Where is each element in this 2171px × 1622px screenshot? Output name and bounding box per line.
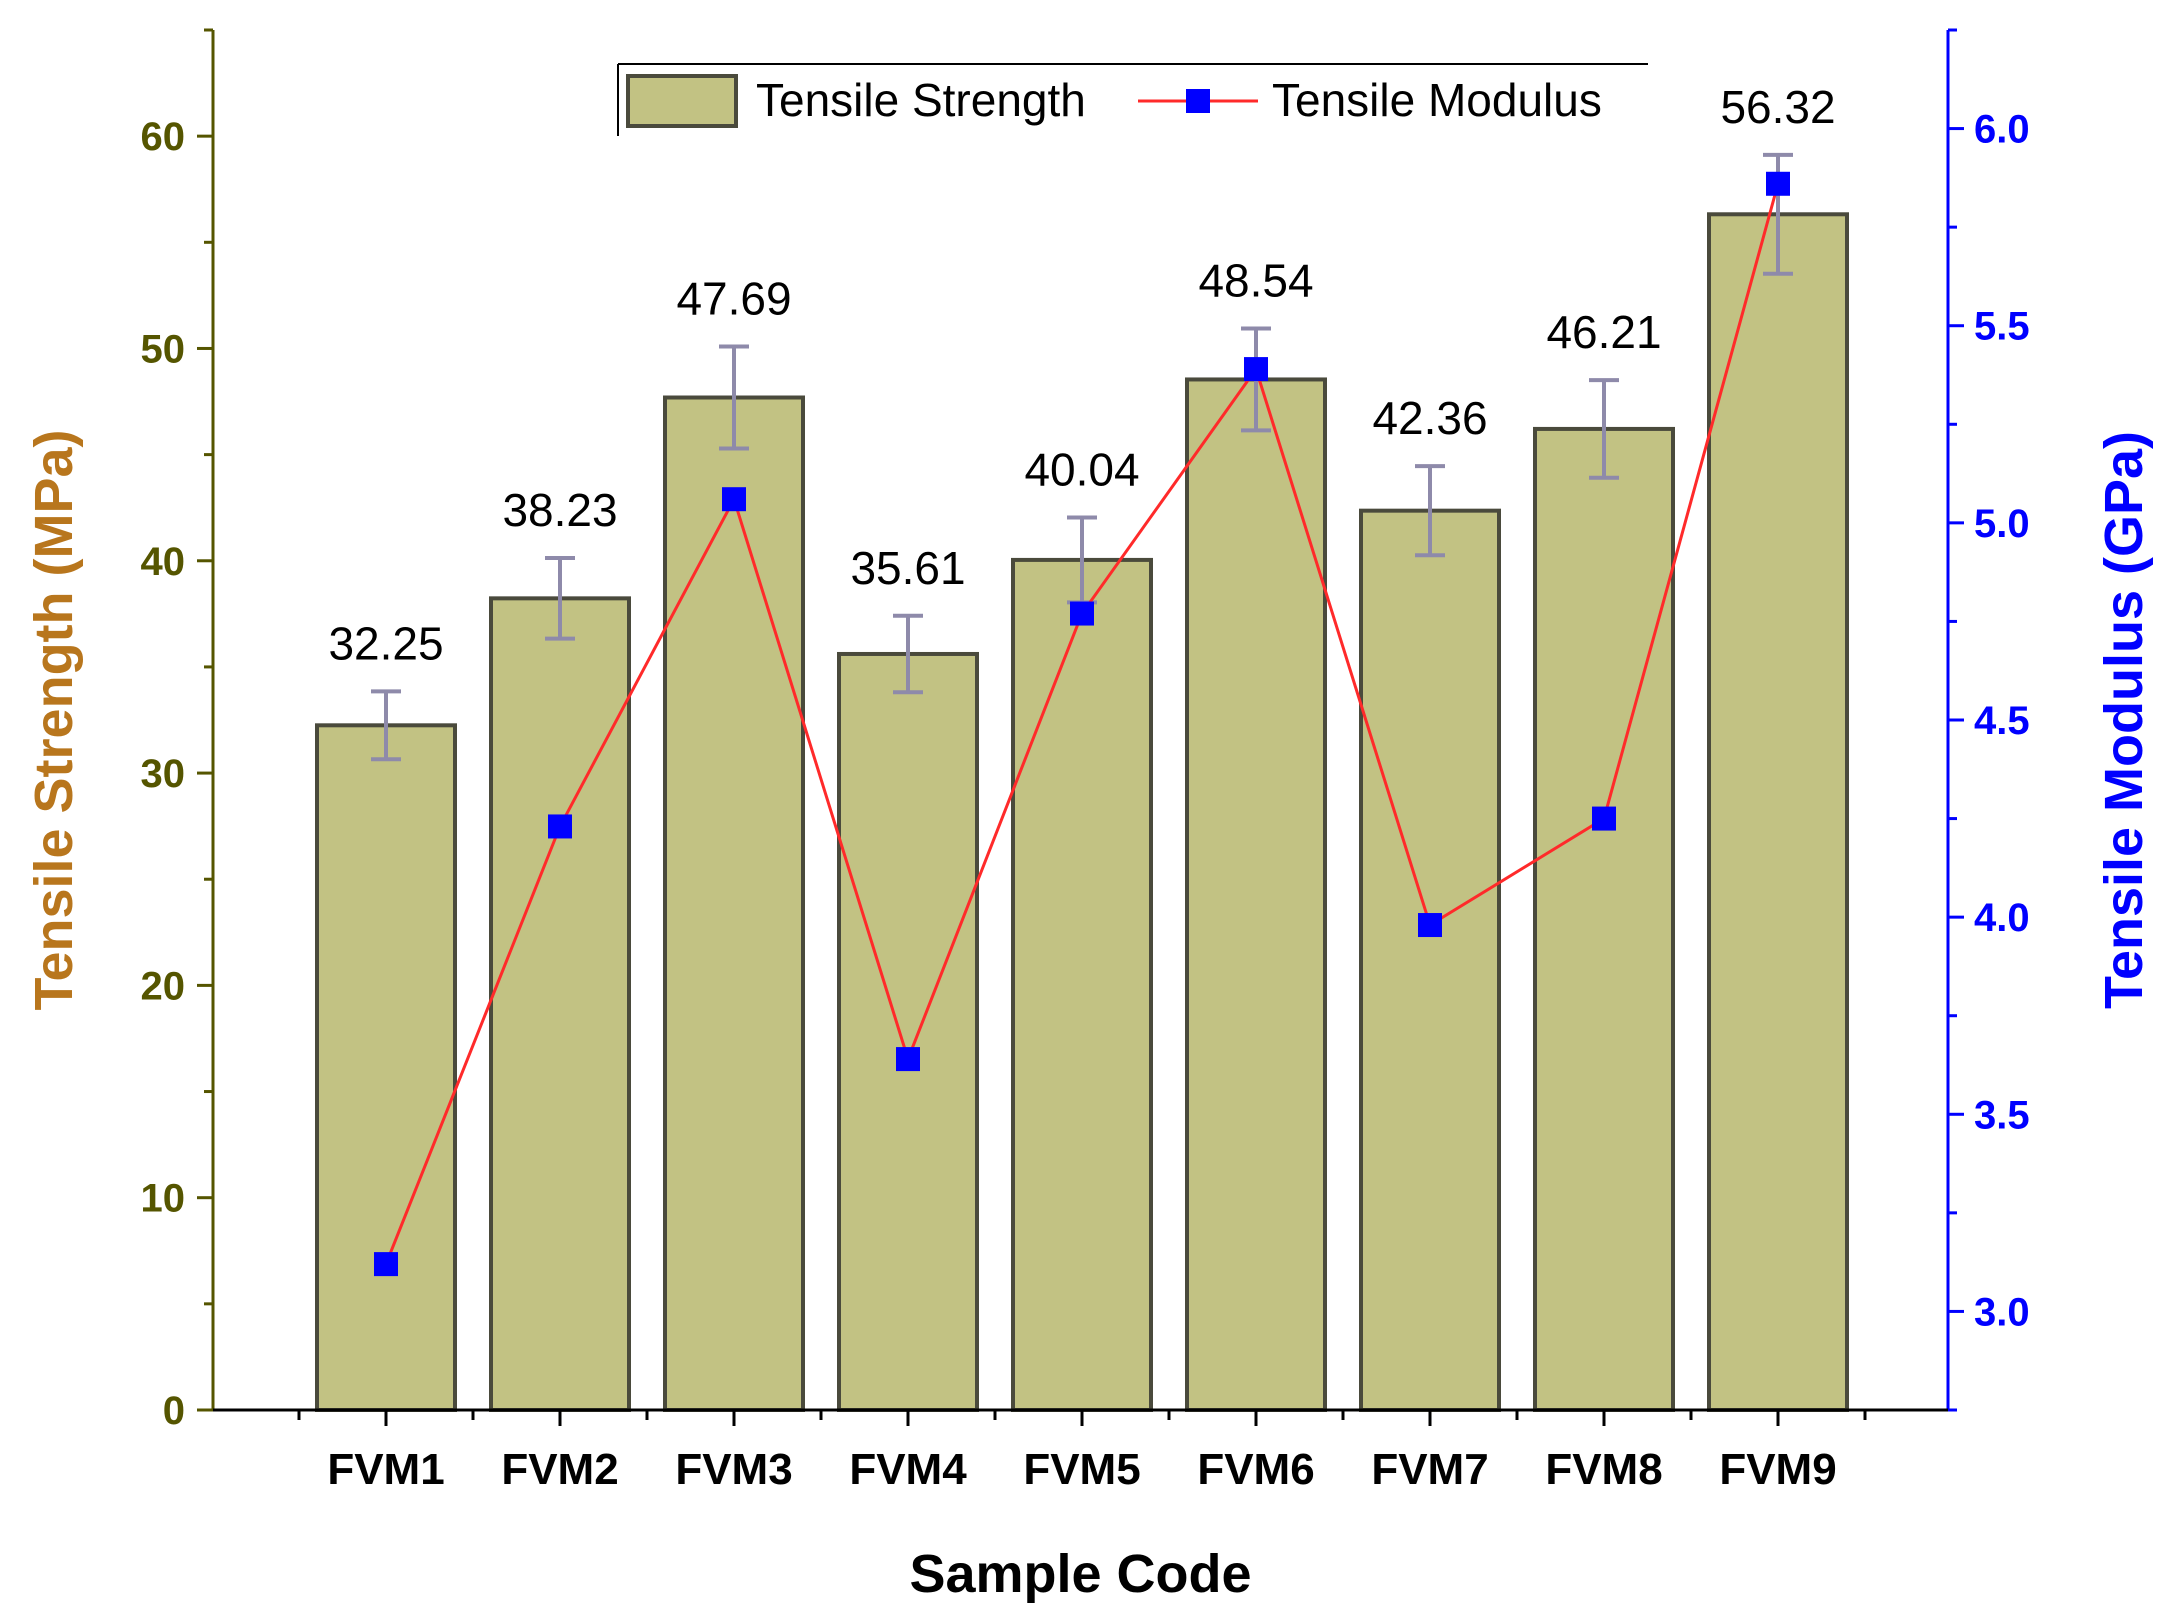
bar-fvm1: [315, 723, 457, 1412]
legend-bar-label: Tensile Strength: [756, 74, 1086, 126]
category-label: FVM9: [1719, 1445, 1836, 1494]
category-label: FVM4: [849, 1445, 967, 1494]
modulus-marker-fvm6: [1244, 357, 1268, 382]
modulus-marker-fvm9: [1766, 171, 1790, 196]
bar-fvm5: [1011, 557, 1153, 1412]
y-axis-title: Tensile Strength (MPa): [24, 429, 84, 1010]
x-axis-title: Sample Code: [909, 1544, 1251, 1604]
category-label: FVM1: [327, 1445, 444, 1494]
legend-marker-swatch: [1186, 89, 1210, 113]
right-tick-label: 3.0: [1974, 1290, 2030, 1334]
left-tick-label: 30: [141, 752, 186, 796]
error-bar-fvm2: [545, 556, 575, 641]
error-bar-fvm3: [719, 344, 749, 451]
value-label-fvm1: 32.25: [328, 617, 443, 669]
category-label: FVM8: [1545, 1445, 1662, 1494]
bar-fvm2: [489, 596, 631, 1412]
value-label-fvm3: 47.69: [676, 273, 791, 325]
bar-fvm9: [1707, 212, 1849, 1412]
axes-layer: 0 10 20 30 40 50 60 3.0 3.5 4.0 4.5 5.0 5.5 6.0 FVM1 FV…: [141, 28, 2030, 1494]
value-label-fvm5: 40.04: [1024, 443, 1139, 495]
left-tick-label: 40: [141, 540, 186, 584]
right-tick-label: 5.0: [1974, 502, 2030, 546]
right-tick-label: 4.0: [1974, 896, 2030, 940]
error-bar-fvm4: [893, 613, 923, 695]
error-bar-fvm1: [371, 689, 401, 762]
left-tick-label: 10: [141, 1177, 186, 1221]
value-label-fvm6: 48.54: [1198, 255, 1313, 307]
modulus-marker-fvm8: [1592, 806, 1616, 831]
value-label-fvm7: 42.36: [1372, 392, 1487, 444]
right-tick-label: 3.5: [1974, 1093, 2030, 1137]
bar-fvm4: [837, 651, 979, 1412]
right-tick-label: 6.0: [1974, 108, 2030, 152]
modulus-line-layer: [374, 171, 1790, 1277]
modulus-marker-fvm2: [548, 814, 572, 839]
error-bars-layer: [371, 152, 1793, 762]
value-labels-layer: 32.25 38.23 47.69 35.61 40.04 48.54 42.36 46.21…: [328, 81, 1835, 670]
modulus-marker-fvm1: [374, 1252, 398, 1277]
legend-box: [618, 64, 1648, 136]
value-label-fvm4: 35.61: [850, 542, 965, 594]
category-label: FVM3: [675, 1445, 792, 1494]
value-label-fvm8: 46.21: [1546, 306, 1661, 358]
category-label: FVM2: [501, 1445, 618, 1494]
modulus-marker-fvm7: [1418, 913, 1442, 938]
category-label: FVM6: [1197, 1445, 1314, 1494]
right-tick-label: 4.5: [1974, 699, 2030, 743]
left-tick-label: 20: [141, 964, 186, 1008]
bar-fvm7: [1359, 508, 1501, 1412]
modulus-marker-fvm3: [722, 487, 746, 512]
right-tick-label: 5.5: [1974, 305, 2030, 349]
bar-fvm6: [1185, 377, 1327, 1412]
value-label-fvm2: 38.23: [502, 484, 617, 536]
modulus-marker-fvm4: [896, 1047, 920, 1072]
modulus-marker-fvm5: [1070, 601, 1094, 626]
category-label: FVM5: [1023, 1445, 1140, 1494]
y2-axis-title: Tensile Modulus (GPa): [2094, 431, 2154, 1009]
category-label: FVM7: [1371, 1445, 1488, 1494]
left-tick-label: 60: [141, 115, 186, 159]
bar-fvm8: [1533, 426, 1675, 1412]
bar-fvm3: [663, 395, 805, 1412]
left-tick-label: 0: [163, 1389, 185, 1433]
bars-layer: [315, 212, 1849, 1412]
legend-bar-swatch: [626, 74, 738, 128]
legend-line-label: Tensile Modulus: [1272, 74, 1602, 126]
legend: Tensile Strength Tensile Modulus: [617, 63, 1648, 136]
left-tick-label: 50: [141, 327, 186, 371]
error-bar-fvm7: [1415, 464, 1445, 558]
error-bar-fvm8: [1589, 378, 1619, 480]
value-label-fvm9: 56.32: [1720, 81, 1835, 133]
